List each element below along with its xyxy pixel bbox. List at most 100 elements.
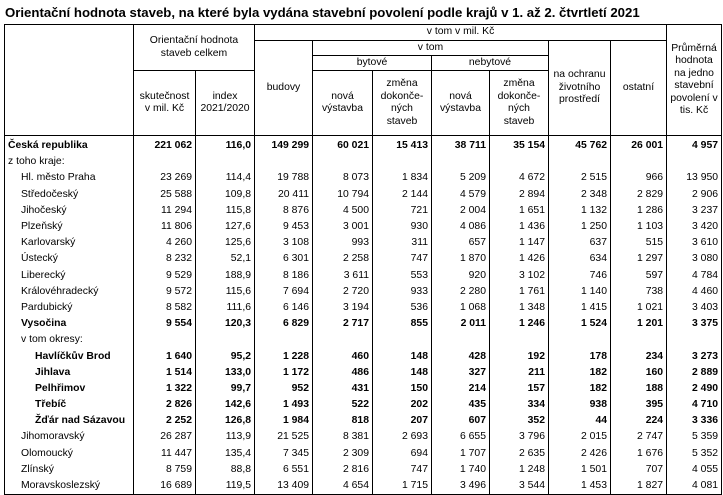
cell-value: 19 788 bbox=[254, 170, 313, 187]
header-nebytove-nova: nová výstavba bbox=[431, 70, 490, 136]
cell-value: 4 710 bbox=[666, 397, 723, 414]
cell-value: 8 186 bbox=[254, 267, 313, 284]
cell-value: 2 906 bbox=[666, 186, 723, 203]
row-name: Havlíčkův Brod bbox=[4, 348, 134, 365]
cell-value: 214 bbox=[431, 380, 490, 397]
cell-value: 178 bbox=[548, 348, 611, 365]
cell-value: 6 655 bbox=[431, 429, 490, 446]
cell-value: 4 081 bbox=[666, 477, 723, 495]
cell-value: 930 bbox=[372, 218, 432, 236]
cell-value: 8 582 bbox=[133, 299, 196, 317]
table-row: Zlínský 8 759 88,8 6 551 2 816 747 1 740 1 248 1… bbox=[4, 461, 723, 478]
cell-value: 149 299 bbox=[254, 135, 313, 155]
row-name: Liberecký bbox=[4, 267, 134, 284]
cell-value: 135,4 bbox=[195, 445, 255, 462]
cell-value: 11 447 bbox=[133, 445, 196, 462]
cell-value: 160 bbox=[609, 364, 668, 381]
cell-value: 44 bbox=[548, 413, 611, 430]
cell-value: 2 309 bbox=[312, 445, 373, 462]
cell-value: 150 bbox=[372, 380, 432, 397]
cell-value: 694 bbox=[372, 445, 432, 462]
table-row: Karlovarský 4 260 125,6 3 108 993 311 657 1 147… bbox=[4, 235, 723, 252]
table-row: Ústecký 8 232 52,1 6 301 2 258 747 1 870 1 426 6… bbox=[4, 251, 723, 268]
cell-value: 2 011 bbox=[431, 316, 490, 333]
table-row: Česká republika 221 062 116,0 149 299 60 021… bbox=[4, 135, 723, 155]
cell-value: 26 001 bbox=[609, 135, 668, 155]
cell-value: 634 bbox=[548, 251, 611, 268]
cell-value bbox=[489, 154, 549, 171]
cell-value: 2 720 bbox=[312, 283, 373, 300]
cell-value: 7 345 bbox=[254, 445, 313, 462]
cell-value: 1 715 bbox=[372, 477, 432, 495]
cell-value: 536 bbox=[372, 299, 432, 317]
cell-value: 5 359 bbox=[666, 429, 723, 446]
cell-value: 13 950 bbox=[666, 170, 723, 187]
header-total: Orientační hodnota staveb celkem bbox=[133, 24, 255, 71]
cell-value: 1 286 bbox=[609, 202, 668, 219]
cell-value: 747 bbox=[372, 461, 432, 478]
cell-value: 2 816 bbox=[312, 461, 373, 478]
cell-value: 116,0 bbox=[195, 135, 255, 155]
cell-value: 127,6 bbox=[195, 218, 255, 236]
cell-value: 45 762 bbox=[548, 135, 611, 155]
row-name: Jihočeský bbox=[4, 202, 134, 219]
header-budovy: budovy bbox=[254, 40, 313, 136]
row-name: Pardubický bbox=[4, 299, 134, 317]
cell-value: 26 287 bbox=[133, 429, 196, 446]
cell-value: 3 001 bbox=[312, 218, 373, 236]
cell-value: 1 827 bbox=[609, 477, 668, 495]
cell-value: 3 108 bbox=[254, 235, 313, 252]
cell-value: 148 bbox=[372, 364, 432, 381]
cell-value bbox=[609, 332, 668, 349]
row-name: Česká republika bbox=[4, 135, 134, 155]
cell-value: 182 bbox=[548, 364, 611, 381]
cell-value: 522 bbox=[312, 397, 373, 414]
cell-value: 1 761 bbox=[489, 283, 549, 300]
cell-value: 8 876 bbox=[254, 202, 313, 219]
cell-value: 3 544 bbox=[489, 477, 549, 495]
cell-value: 395 bbox=[609, 397, 668, 414]
cell-value bbox=[133, 154, 196, 171]
cell-value: 202 bbox=[372, 397, 432, 414]
cell-value bbox=[431, 154, 490, 171]
cell-value: 1 426 bbox=[489, 251, 549, 268]
cell-value: 3 080 bbox=[666, 251, 723, 268]
cell-value: 4 260 bbox=[133, 235, 196, 252]
cell-value: 234 bbox=[609, 348, 668, 365]
header-index: index 2021/2020 bbox=[195, 70, 255, 136]
cell-value: 597 bbox=[609, 267, 668, 284]
cell-value: 109,8 bbox=[195, 186, 255, 203]
cell-value: 3 796 bbox=[489, 429, 549, 446]
cell-value: 1 132 bbox=[548, 202, 611, 219]
cell-value: 920 bbox=[431, 267, 490, 284]
header-bytove-zmena: změna dokonče-ných staveb bbox=[372, 70, 432, 136]
cell-value: 224 bbox=[609, 413, 668, 430]
table-row: Třebíč 2 826 142,6 1 493 522 202 435 334 938 395 4… bbox=[4, 397, 723, 414]
cell-value: 1 147 bbox=[489, 235, 549, 252]
row-name: Žďár nad Sázavou bbox=[4, 413, 134, 430]
cell-value: 1 651 bbox=[489, 202, 549, 219]
cell-value: 221 062 bbox=[133, 135, 196, 155]
cell-value: 7 694 bbox=[254, 283, 313, 300]
cell-value: 1 140 bbox=[548, 283, 611, 300]
cell-value: 115,6 bbox=[195, 283, 255, 300]
cell-value: 1 068 bbox=[431, 299, 490, 317]
header-average: Průměrná hodnota na jedno stavební povol… bbox=[666, 24, 723, 136]
cell-value: 4 579 bbox=[431, 186, 490, 203]
cell-value bbox=[372, 332, 432, 349]
cell-value: 1 172 bbox=[254, 364, 313, 381]
cell-value: 1 501 bbox=[548, 461, 611, 478]
cell-value: 2 894 bbox=[489, 186, 549, 203]
cell-value: 207 bbox=[372, 413, 432, 430]
cell-value: 11 294 bbox=[133, 202, 196, 219]
cell-value: 20 411 bbox=[254, 186, 313, 203]
table-row: Pardubický 8 582 111,6 6 146 3 194 536 1 068 1 … bbox=[4, 299, 723, 317]
cell-value: 2 889 bbox=[666, 364, 723, 381]
cell-value: 747 bbox=[372, 251, 432, 268]
cell-value: 9 572 bbox=[133, 283, 196, 300]
table-row: z toho kraje: bbox=[4, 154, 723, 171]
cell-value: 553 bbox=[372, 267, 432, 284]
table-row: Plzeňský 11 806 127,6 9 453 3 001 930 4 086 1 4… bbox=[4, 218, 723, 236]
cell-value: 1 676 bbox=[609, 445, 668, 462]
table-row: Havlíčkův Brod 1 640 95,2 1 228 460 148 428 192… bbox=[4, 348, 723, 365]
